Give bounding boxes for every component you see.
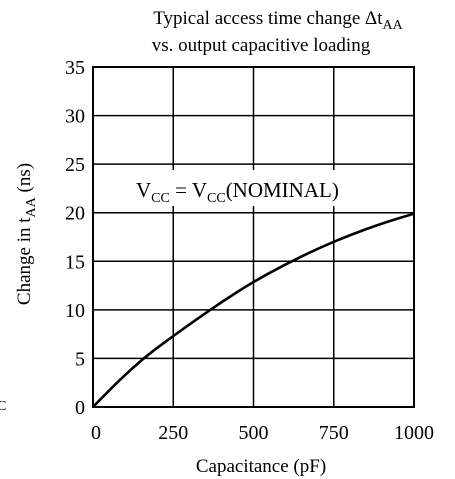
vcc-annotation: VCC = VCC(NOMINAL) [136,178,339,206]
x-tick-label: 0 [91,422,101,444]
x-axis-label: Capacitance (pF) [196,456,326,477]
x-tick-label: 750 [319,422,349,444]
grid [92,66,415,408]
x-tick-label: 250 [158,422,188,444]
x-tick-label: 500 [239,422,269,444]
y-tick-label: 0 [75,397,85,419]
y-tick-label: 20 [65,203,85,225]
x-tick-labels: 0 250 500 750 1000 [91,422,434,444]
y-tick-label: 30 [65,106,85,128]
y-tick-label: 35 [65,57,85,79]
chart-title-line-1: Typical access time change ΔtAA [153,8,403,33]
chart-title-line-2: vs. output capacitive loading [152,35,371,56]
stray-letter: C [0,399,6,414]
y-tick-label: 10 [65,300,85,322]
y-tick-label: 5 [75,348,85,370]
plot-border [92,66,415,408]
series-line [92,212,415,408]
y-tick-label: 15 [65,251,85,273]
y-tick-labels: 0 5 10 15 20 25 30 35 [65,57,85,419]
x-tick-label: 1000 [394,422,434,444]
annotation-background [132,170,392,206]
y-axis-label: Change in tAA (ns) [14,163,39,305]
y-tick-label: 25 [65,154,85,176]
